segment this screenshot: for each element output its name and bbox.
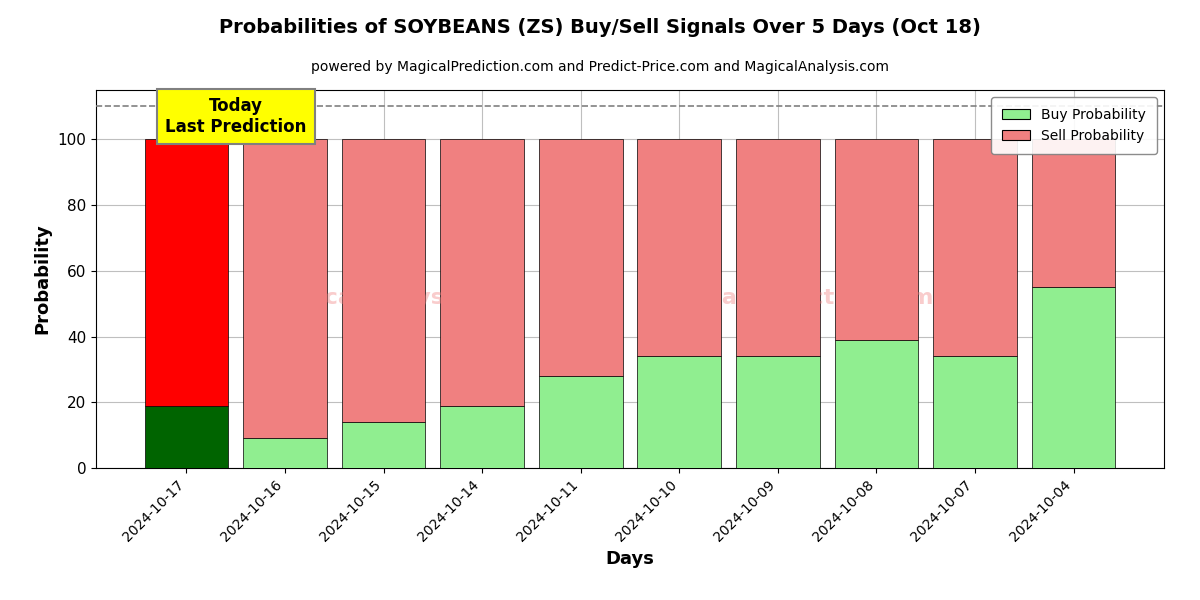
Bar	[144, 406, 228, 468]
Bar	[539, 376, 623, 468]
Legend: Buy Probability, Sell Probability: Buy Probability, Sell Probability	[991, 97, 1157, 154]
X-axis label: Days: Days	[606, 550, 654, 568]
Bar	[1032, 287, 1116, 468]
Bar	[244, 139, 326, 439]
Text: Today
Last Prediction: Today Last Prediction	[166, 97, 306, 136]
Bar	[1032, 139, 1116, 287]
Bar	[539, 139, 623, 376]
Bar	[637, 356, 721, 468]
Bar	[736, 356, 820, 468]
Bar	[834, 139, 918, 340]
Bar	[342, 422, 426, 468]
Bar	[934, 139, 1016, 356]
Bar	[144, 139, 228, 406]
Bar	[440, 139, 524, 406]
Bar	[342, 139, 426, 422]
Bar	[637, 139, 721, 356]
Bar	[834, 340, 918, 468]
Y-axis label: Probability: Probability	[34, 224, 52, 334]
Text: Probabilities of SOYBEANS (ZS) Buy/Sell Signals Over 5 Days (Oct 18): Probabilities of SOYBEANS (ZS) Buy/Sell …	[220, 18, 980, 37]
Bar	[440, 406, 524, 468]
Text: powered by MagicalPrediction.com and Predict-Price.com and MagicalAnalysis.com: powered by MagicalPrediction.com and Pre…	[311, 60, 889, 74]
Bar	[244, 439, 326, 468]
Bar	[736, 139, 820, 356]
Text: MagicalPrediction.com: MagicalPrediction.com	[648, 288, 932, 308]
Bar	[934, 356, 1016, 468]
Text: MagicalAnalysis.com: MagicalAnalysis.com	[264, 288, 526, 308]
